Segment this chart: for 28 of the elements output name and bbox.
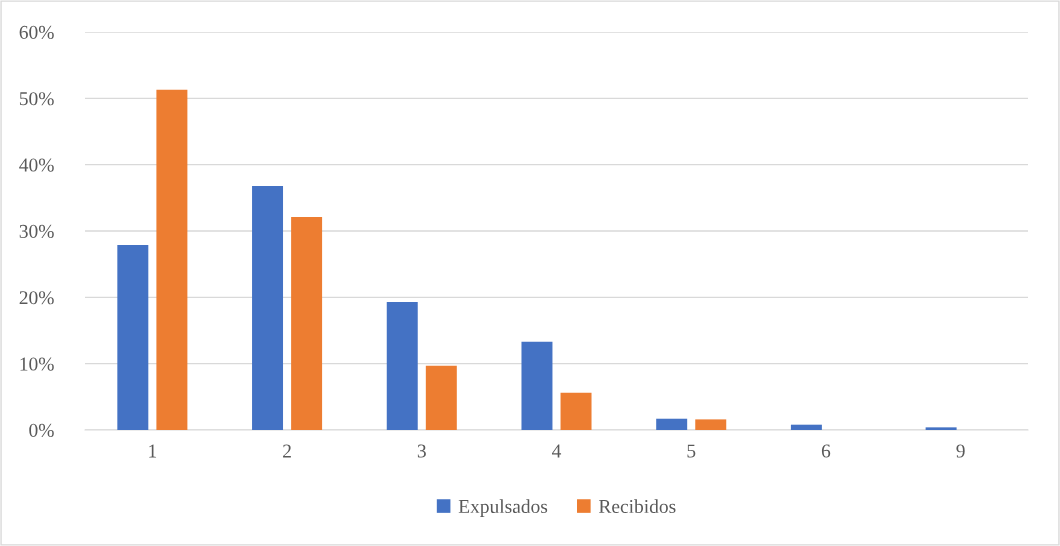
- bar: [386, 301, 418, 430]
- y-tick-label: 40%: [19, 158, 54, 172]
- bar: [252, 185, 284, 430]
- y-tick-label: 30%: [19, 224, 54, 238]
- bar: [925, 427, 957, 430]
- y-tick-label: 60%: [19, 25, 54, 39]
- bar: [695, 419, 727, 430]
- x-tick-label: 9: [956, 444, 965, 458]
- legend-label: Expulsados: [458, 499, 548, 517]
- x-tick-label: 1: [149, 444, 157, 458]
- y-tick-label: 10%: [20, 357, 54, 371]
- bar: [117, 244, 149, 430]
- x-tick-label: 4: [552, 444, 562, 458]
- x-tick-label: 5: [687, 444, 696, 458]
- x-tick-label: 2: [283, 444, 291, 458]
- bar: [156, 89, 188, 430]
- bar: [560, 392, 592, 430]
- legend-label: Recibidos: [598, 499, 676, 514]
- bar: [790, 424, 822, 430]
- y-tick-label: 20%: [19, 291, 54, 305]
- y-tick-label: 50%: [19, 92, 54, 106]
- bar: [656, 418, 688, 430]
- y-tick-label: 0%: [29, 423, 54, 437]
- bar: [291, 217, 323, 430]
- bar: [521, 341, 553, 430]
- x-tick-label: 6: [821, 444, 831, 458]
- bar: [425, 365, 457, 430]
- x-tick-label: 3: [417, 444, 426, 458]
